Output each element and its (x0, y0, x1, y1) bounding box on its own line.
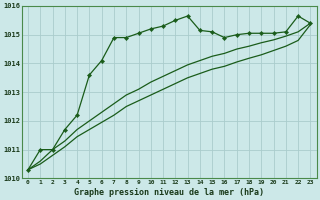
X-axis label: Graphe pression niveau de la mer (hPa): Graphe pression niveau de la mer (hPa) (74, 188, 264, 197)
